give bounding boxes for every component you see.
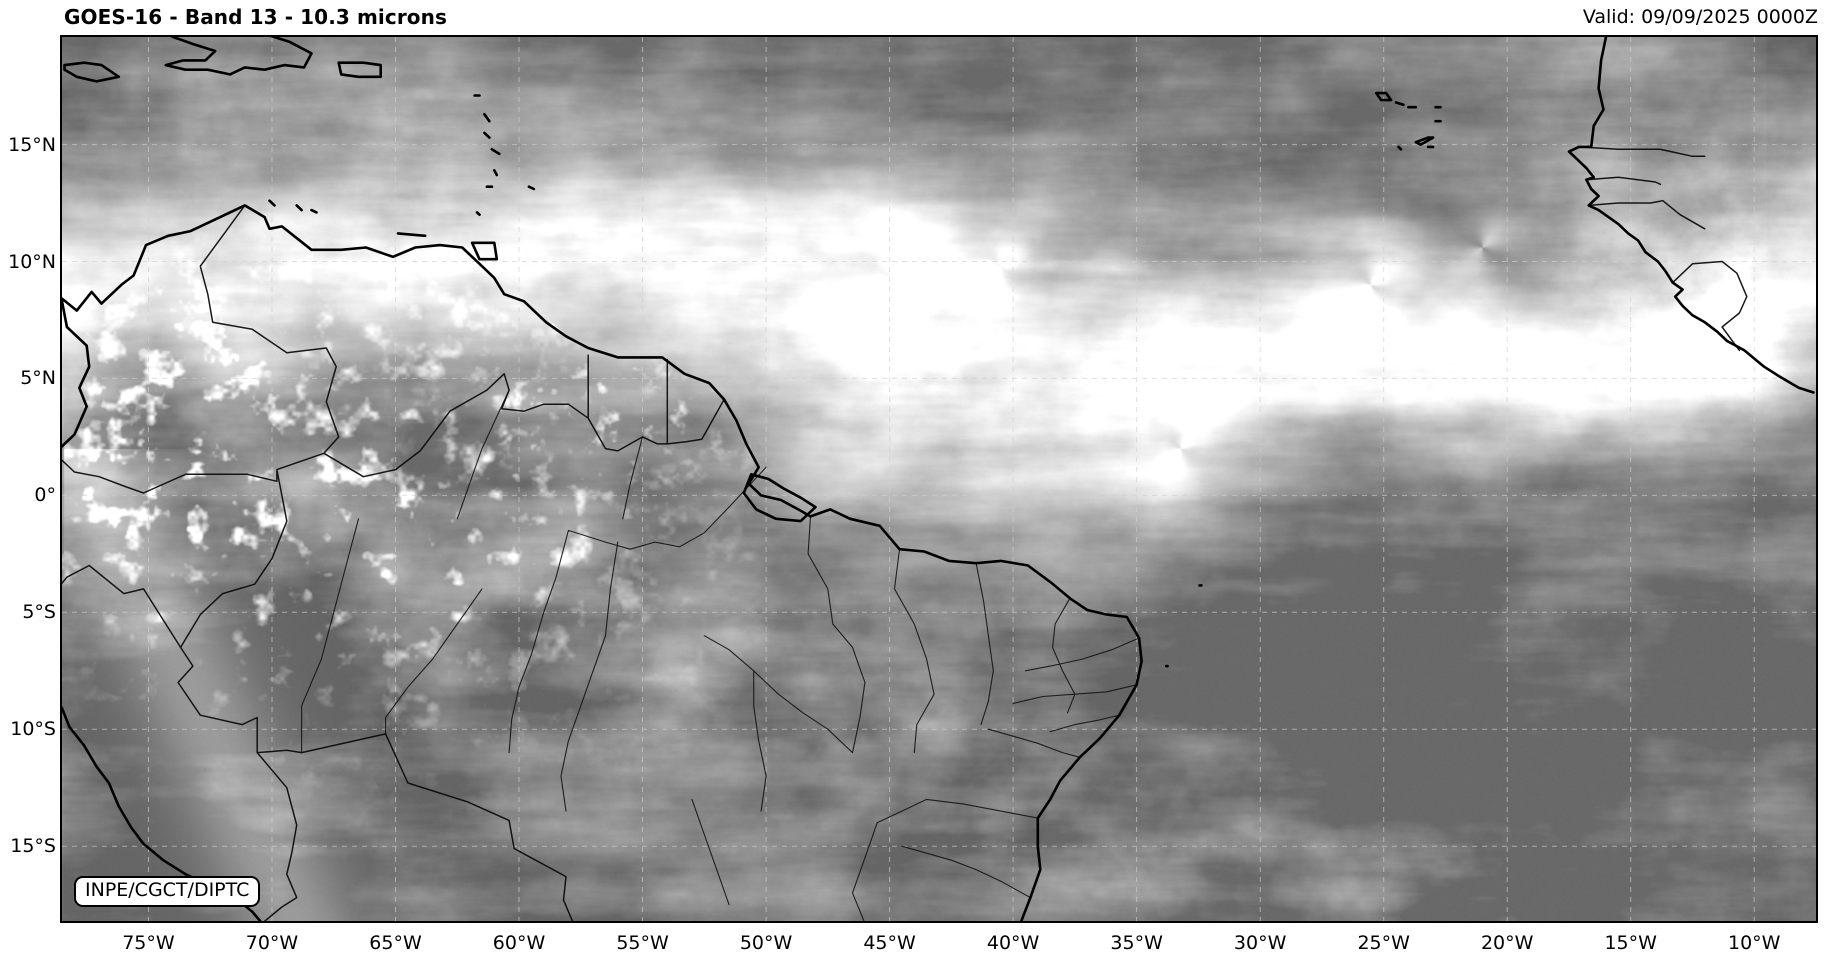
x-tick-label: 25°W xyxy=(1357,932,1410,954)
valid-time-label: Valid: 09/09/2025 0000Z xyxy=(1582,6,1818,28)
x-tick-label: 50°W xyxy=(739,932,793,954)
y-tick-label: 0° xyxy=(34,484,56,507)
graticule-overlay xyxy=(62,37,1816,921)
y-tick-label: 5°S xyxy=(22,601,56,624)
map-clip xyxy=(62,37,1816,921)
x-tick-label: 75°W xyxy=(122,932,175,954)
y-tick-label: 5°N xyxy=(20,367,56,390)
page-title: GOES-16 - Band 13 - 10.3 microns xyxy=(64,5,447,29)
x-tick-label: 70°W xyxy=(245,932,299,954)
attribution-badge: INPE/CGCT/DIPTC xyxy=(74,876,261,907)
x-tick-label: 15°W xyxy=(1604,932,1657,954)
x-tick-label: 60°W xyxy=(492,932,546,954)
x-tick-label: 35°W xyxy=(1110,932,1163,954)
y-tick-label: 10°N xyxy=(8,250,56,273)
satellite-imagery-canvas xyxy=(62,37,1816,921)
x-tick-label: 10°W xyxy=(1728,932,1781,954)
y-tick-label: 15°N xyxy=(8,133,56,156)
x-tick-label: 45°W xyxy=(863,932,916,954)
x-tick-label: 30°W xyxy=(1233,932,1287,954)
x-tick-label: 65°W xyxy=(369,932,422,954)
x-tick-label: 40°W xyxy=(986,932,1040,954)
x-tick-label: 55°W xyxy=(616,932,669,954)
x-tick-label: 20°W xyxy=(1480,932,1534,954)
geography-overlay xyxy=(62,37,1815,921)
y-tick-label: 10°S xyxy=(10,718,56,741)
map-panel[interactable]: INPE/CGCT/DIPTC xyxy=(60,35,1818,923)
y-tick-label: 15°S xyxy=(10,835,56,858)
